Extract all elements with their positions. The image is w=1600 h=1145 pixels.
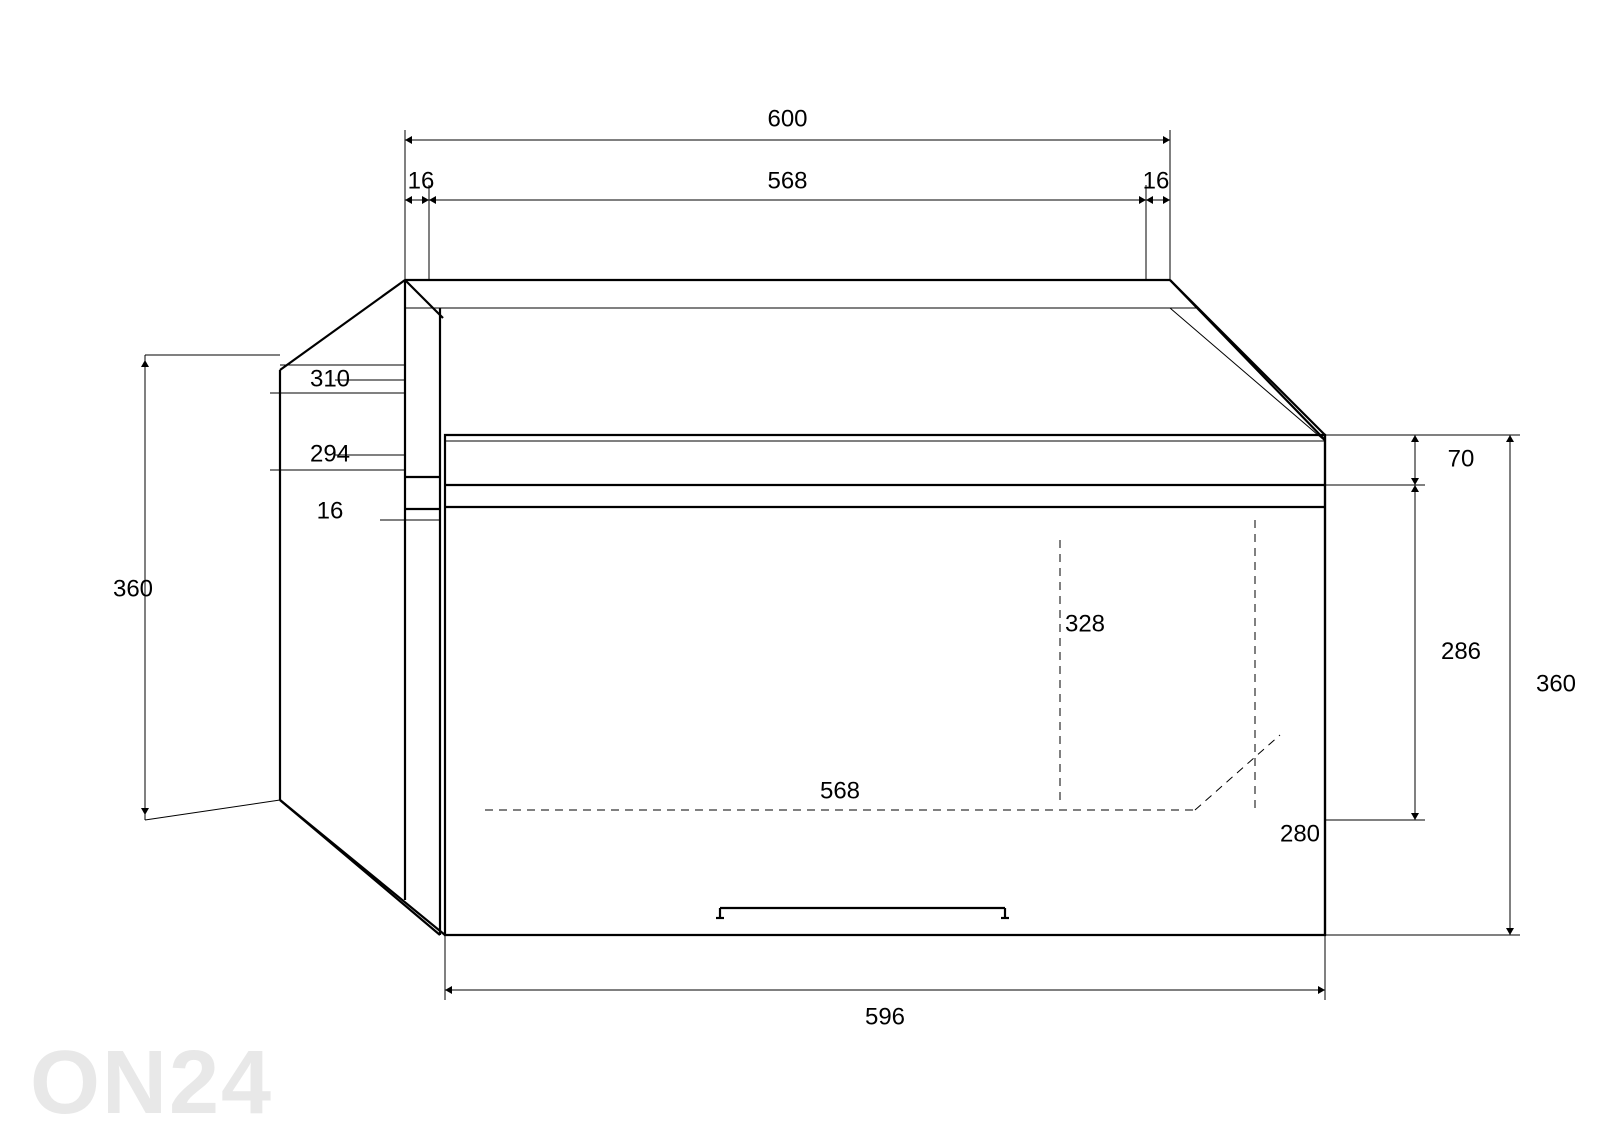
svg-text:360: 360 — [113, 575, 153, 602]
svg-text:70: 70 — [1448, 445, 1475, 472]
technical-drawing: 600 16 568 16 310 294 16 360 70 286 360 596 568 328 28… — [0, 0, 1600, 1145]
svg-text:310: 310 — [310, 365, 350, 392]
svg-text:280: 280 — [1280, 820, 1320, 847]
svg-text:16: 16 — [317, 497, 344, 524]
svg-text:286: 286 — [1441, 638, 1481, 665]
svg-text:568: 568 — [767, 167, 807, 194]
watermark: ON24 — [30, 1032, 273, 1135]
svg-text:568: 568 — [820, 777, 860, 804]
svg-text:16: 16 — [1143, 167, 1170, 194]
svg-text:16: 16 — [408, 167, 435, 194]
svg-text:294: 294 — [310, 440, 350, 467]
svg-text:596: 596 — [865, 1003, 905, 1030]
svg-text:360: 360 — [1536, 670, 1576, 697]
svg-text:328: 328 — [1065, 610, 1105, 637]
svg-text:600: 600 — [767, 105, 807, 132]
